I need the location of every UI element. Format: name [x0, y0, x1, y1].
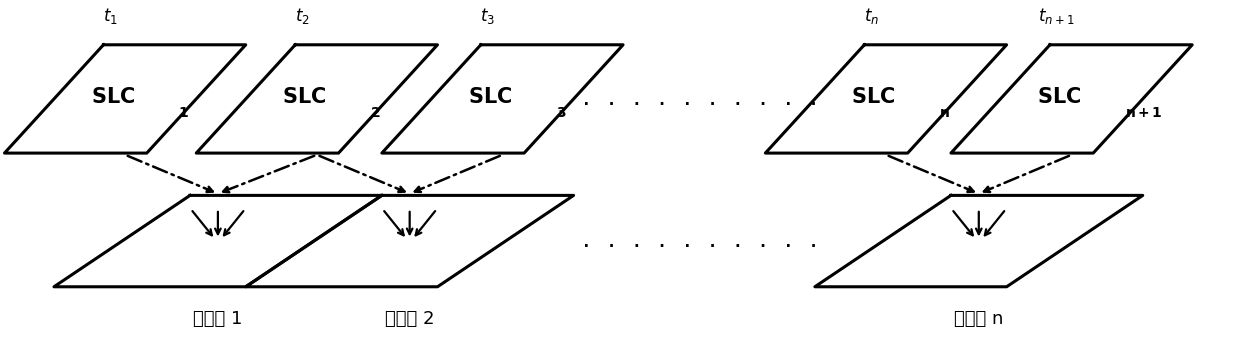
Text: $t_{n}$: $t_{n}$ — [863, 6, 879, 26]
Text: $\mathbf{SLC}$: $\mathbf{SLC}$ — [91, 87, 135, 107]
Text: . . . . . . . . . .: . . . . . . . . . . — [580, 89, 821, 109]
Text: . . . . . . . . . .: . . . . . . . . . . — [580, 231, 821, 251]
Polygon shape — [765, 45, 1007, 153]
Text: $t_{2}$: $t_{2}$ — [295, 6, 310, 26]
Polygon shape — [246, 195, 574, 287]
Text: $\mathbf{n}$: $\mathbf{n}$ — [939, 106, 950, 120]
Text: $\mathbf{1}$: $\mathbf{1}$ — [179, 106, 188, 120]
Text: $\mathbf{SLC}$: $\mathbf{SLC}$ — [1037, 87, 1081, 107]
Text: $\mathbf{2}$: $\mathbf{2}$ — [370, 106, 381, 120]
Polygon shape — [815, 195, 1143, 287]
Polygon shape — [382, 45, 622, 153]
Text: 干涉图 n: 干涉图 n — [954, 310, 1003, 329]
Text: $\mathbf{SLC}$: $\mathbf{SLC}$ — [467, 87, 512, 107]
Text: 干涉图 1: 干涉图 1 — [193, 310, 243, 329]
Text: $t_{1}$: $t_{1}$ — [103, 6, 118, 26]
Text: $\mathbf{3}$: $\mathbf{3}$ — [556, 106, 567, 120]
Polygon shape — [5, 45, 246, 153]
Polygon shape — [951, 45, 1192, 153]
Text: 干涉图 2: 干涉图 2 — [384, 310, 434, 329]
Text: $\mathbf{SLC}$: $\mathbf{SLC}$ — [852, 87, 895, 107]
Text: $\mathbf{n+1}$: $\mathbf{n+1}$ — [1125, 106, 1162, 120]
Text: $t_{n+1}$: $t_{n+1}$ — [1038, 6, 1075, 26]
Polygon shape — [55, 195, 382, 287]
Polygon shape — [196, 45, 438, 153]
Text: $t_{3}$: $t_{3}$ — [480, 6, 495, 26]
Text: $\mathbf{SLC}$: $\mathbf{SLC}$ — [283, 87, 326, 107]
